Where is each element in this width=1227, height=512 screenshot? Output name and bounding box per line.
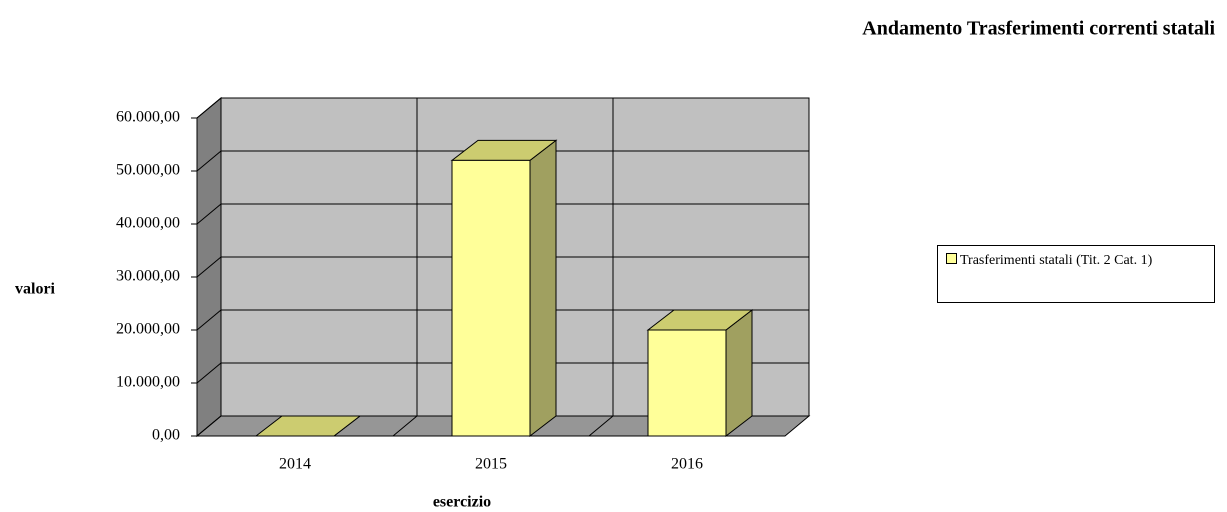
bar-side bbox=[725, 308, 753, 438]
bar-front bbox=[647, 329, 727, 437]
grid-line bbox=[196, 309, 809, 331]
y-tick-label: 50.000,00 bbox=[116, 162, 180, 179]
y-axis-label: valori bbox=[15, 281, 56, 298]
x-tick-label: 2015 bbox=[475, 456, 507, 473]
x-tick-label: 2016 bbox=[671, 456, 703, 473]
chart-title: Andamento Trasferimenti correnti statali bbox=[862, 18, 1215, 40]
category-divider bbox=[392, 415, 418, 437]
y-tick-label: 40.000,00 bbox=[116, 215, 180, 232]
grid-line bbox=[196, 256, 809, 278]
grid-line bbox=[196, 97, 809, 119]
bar-side bbox=[529, 139, 557, 438]
bar bbox=[254, 415, 362, 437]
grid-line bbox=[196, 203, 809, 225]
grid-line bbox=[196, 362, 809, 384]
bar-front bbox=[451, 159, 531, 437]
y-tick-label: 0,00 bbox=[152, 427, 180, 444]
y-tick-label: 20.000,00 bbox=[116, 321, 180, 338]
grid-line bbox=[196, 415, 809, 437]
legend-label: Trasferimenti statali (Tit. 2 Cat. 1) bbox=[960, 253, 1153, 268]
x-tick-label: 2014 bbox=[279, 456, 311, 473]
y-tick-label: 10.000,00 bbox=[116, 374, 180, 391]
legend-swatch bbox=[946, 253, 957, 264]
grid-line bbox=[196, 150, 809, 172]
category-divider bbox=[588, 415, 614, 437]
y-tick-label: 30.000,00 bbox=[116, 268, 180, 285]
legend: Trasferimenti statali (Tit. 2 Cat. 1) bbox=[937, 245, 1215, 303]
bar bbox=[450, 139, 558, 438]
x-axis-label: esercizio bbox=[433, 494, 491, 511]
y-tick-label: 60.000,00 bbox=[116, 109, 180, 126]
bar bbox=[646, 308, 754, 438]
